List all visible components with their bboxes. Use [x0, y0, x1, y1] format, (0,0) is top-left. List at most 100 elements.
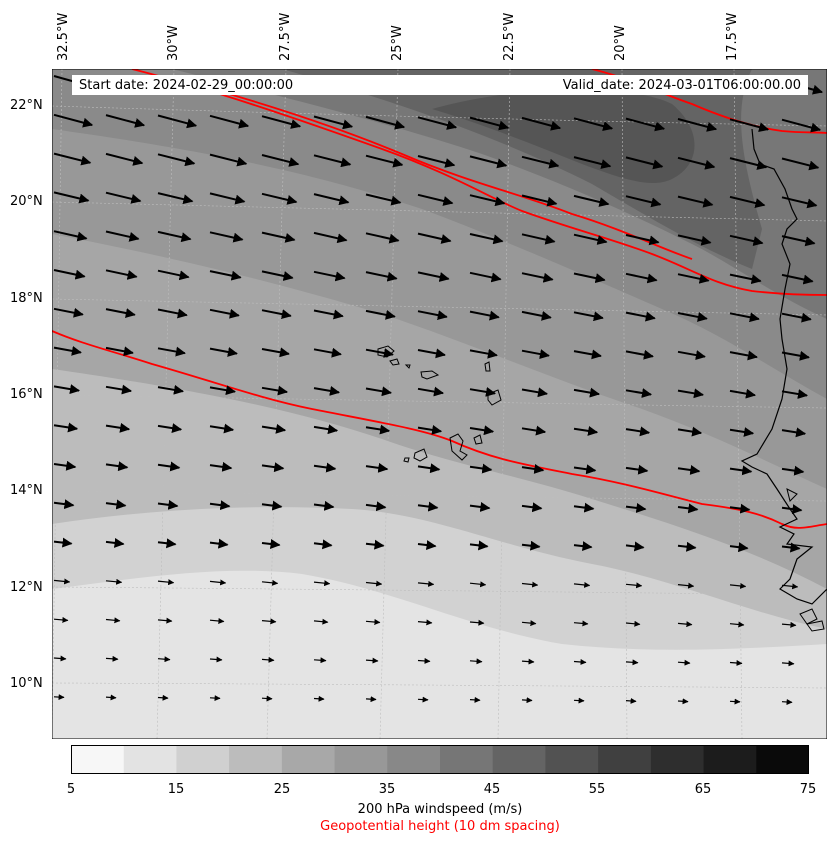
- wind-arrow: [157, 579, 175, 586]
- wind-arrow: [365, 115, 406, 130]
- island: [487, 389, 502, 406]
- wind-arrow: [469, 310, 500, 321]
- wind-arrow: [625, 659, 639, 666]
- wind-arrow: [729, 503, 751, 514]
- wind-arrow: [625, 620, 641, 627]
- wind-arrow: [365, 154, 404, 168]
- wind-arrow: [521, 116, 562, 131]
- island: [449, 433, 468, 461]
- wind-arrow: [781, 465, 805, 476]
- island: [413, 448, 428, 462]
- wind-arrow: [261, 231, 296, 243]
- wind-arrow: [781, 196, 818, 209]
- wind-arrow: [625, 388, 652, 398]
- lat-label: 18°N: [10, 291, 43, 306]
- wind-arrow: [677, 312, 708, 322]
- wind-arrow: [261, 579, 279, 586]
- island: [473, 434, 483, 445]
- wind-arrow: [313, 695, 325, 702]
- wind-arrow: [625, 234, 660, 246]
- lat-label: 12°N: [10, 580, 43, 595]
- wind-arrow: [677, 659, 691, 666]
- start-date-label: Start date: 2024-02-29_00:00:00: [79, 78, 294, 93]
- wind-arrow: [417, 116, 458, 130]
- wind-arrow: [469, 658, 483, 665]
- wind-arrow: [209, 500, 231, 511]
- wind-arrow: [209, 538, 229, 549]
- wind-arrow: [105, 269, 138, 280]
- lat-label: 16°N: [10, 387, 43, 402]
- wind-arrow: [729, 660, 743, 666]
- colorbar-swatch: [387, 745, 441, 774]
- wind-arrow: [729, 427, 755, 437]
- wind-arrow: [729, 350, 758, 361]
- wind-arrow: [469, 386, 496, 397]
- wind-arrow: [573, 194, 610, 207]
- geopotential-contour: [52, 330, 827, 529]
- wind-arrow: [521, 310, 552, 321]
- wind-arrow: [105, 461, 129, 472]
- wind-arrow: [677, 582, 695, 589]
- wind-arrow: [261, 539, 281, 549]
- wind-arrow: [417, 501, 439, 512]
- geopotential-contour: [211, 88, 693, 260]
- wind-arrow: [53, 113, 94, 128]
- wind-arrow: [781, 389, 808, 399]
- colorbar-swatch: [176, 745, 230, 774]
- wind-arrow: [677, 388, 704, 399]
- wind-arrow: [573, 697, 585, 704]
- wind-arrow: [261, 115, 302, 129]
- lon-label: 17.5°W: [725, 12, 740, 61]
- wind-arrow: [157, 423, 183, 434]
- wind-arrow: [573, 502, 595, 513]
- wind-arrow: [365, 386, 392, 397]
- windspeed-band: [52, 607, 827, 739]
- wind-arrow: [729, 118, 770, 133]
- wind-arrow: [365, 657, 379, 664]
- wind-arrow: [365, 424, 391, 435]
- wind-arrow: [625, 117, 666, 132]
- wind-arrow: [209, 114, 250, 129]
- wind-arrow: [209, 385, 236, 396]
- wind-arrow: [365, 462, 389, 473]
- wind-arrow: [781, 427, 807, 438]
- wind-arrow: [625, 582, 643, 589]
- wind-arrow: [469, 271, 502, 283]
- wind-arrow: [157, 617, 173, 624]
- wind-arrow: [313, 424, 339, 435]
- wind-arrow: [53, 655, 67, 662]
- island: [389, 358, 400, 366]
- wind-arrow: [105, 537, 125, 548]
- wind-arrow: [521, 194, 558, 207]
- wind-arrow: [573, 272, 606, 284]
- colorbar-tick: 25: [273, 782, 291, 797]
- wind-arrow: [313, 347, 342, 358]
- wind-arrow: [417, 580, 435, 587]
- wind-arrow: [157, 499, 179, 510]
- wind-arrow: [261, 695, 273, 702]
- wind-arrow: [209, 153, 248, 167]
- wind-arrow: [53, 499, 75, 510]
- wind-arrow: [573, 659, 587, 665]
- wind-arrow: [157, 384, 184, 395]
- wind-arrow: [677, 273, 710, 284]
- wind-arrow: [261, 154, 300, 167]
- wind-arrow: [573, 581, 591, 588]
- wind-arrow: [781, 504, 803, 515]
- wind-arrow: [729, 234, 764, 247]
- wind-arrow: [209, 695, 221, 702]
- wind-arrow: [53, 384, 80, 395]
- wind-arrow: [729, 157, 768, 170]
- wind-arrow: [209, 656, 223, 663]
- wind-arrow: [781, 660, 795, 667]
- wind-arrow: [105, 308, 136, 318]
- wind-arrow: [417, 193, 454, 206]
- wind-arrow: [677, 464, 701, 475]
- wind-arrow: [365, 696, 377, 703]
- wind-arrow: [365, 619, 381, 626]
- wind-arrow: [625, 272, 658, 284]
- wind-arrow: [521, 272, 554, 283]
- wind-arrow: [521, 620, 537, 627]
- wind-arrow: [365, 309, 396, 320]
- wind-arrow: [157, 346, 186, 357]
